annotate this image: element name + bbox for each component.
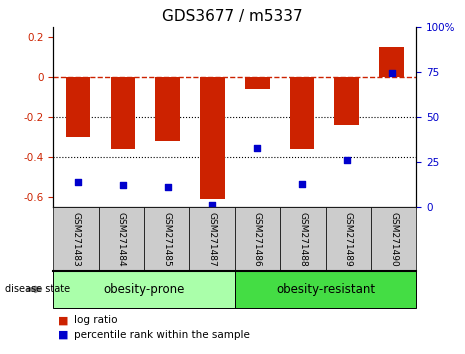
Text: GSM271488: GSM271488	[299, 212, 307, 266]
Bar	[334, 77, 359, 125]
Point	[298, 181, 306, 187]
Bar	[111, 77, 135, 149]
Point	[253, 145, 261, 150]
Text: GSM271487: GSM271487	[208, 212, 217, 266]
Text: obesity-prone: obesity-prone	[103, 283, 185, 296]
Text: percentile rank within the sample: percentile rank within the sample	[74, 330, 250, 339]
Text: log ratio: log ratio	[74, 315, 118, 325]
Text: obesity-resistant: obesity-resistant	[276, 283, 375, 296]
Point	[343, 157, 351, 163]
Point	[164, 184, 172, 190]
Bar	[290, 77, 314, 149]
Text: GSM271484: GSM271484	[117, 212, 126, 266]
Text: GSM271485: GSM271485	[162, 212, 171, 266]
Bar	[155, 77, 180, 141]
Point	[209, 202, 216, 208]
Text: GSM271483: GSM271483	[72, 212, 80, 266]
Point	[388, 71, 395, 76]
Text: GSM271486: GSM271486	[253, 212, 262, 266]
Text: GSM271490: GSM271490	[389, 212, 398, 266]
Bar	[245, 77, 270, 89]
Text: GSM271489: GSM271489	[344, 212, 352, 266]
Bar	[379, 47, 404, 77]
Text: GDS3677 / m5337: GDS3677 / m5337	[162, 9, 303, 24]
Bar	[200, 77, 225, 199]
Point	[74, 179, 82, 185]
Point	[119, 183, 126, 188]
Text: disease state: disease state	[5, 284, 70, 295]
Text: ■: ■	[58, 330, 69, 339]
Text: ■: ■	[58, 315, 69, 325]
Bar	[66, 77, 90, 137]
